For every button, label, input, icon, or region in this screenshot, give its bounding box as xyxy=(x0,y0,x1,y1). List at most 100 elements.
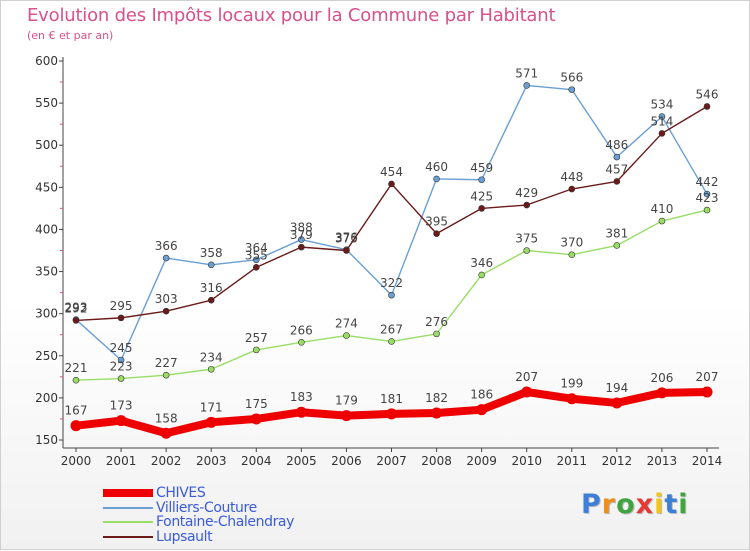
y-tick-label: 300 xyxy=(35,307,58,321)
data-label: 267 xyxy=(380,322,403,336)
data-label: 227 xyxy=(155,356,178,370)
data-point xyxy=(658,130,666,137)
data-point xyxy=(478,205,485,212)
data-point xyxy=(433,175,440,183)
x-tick-label: 2005 xyxy=(286,454,317,468)
data-point xyxy=(250,413,262,425)
data-point xyxy=(252,264,260,271)
data-point xyxy=(207,261,215,269)
data-point xyxy=(72,317,80,324)
x-tick-label: 2002 xyxy=(151,454,182,468)
x-tick-label: 2009 xyxy=(466,454,497,468)
data-label: 182 xyxy=(425,391,448,405)
data-label: 223 xyxy=(110,360,133,374)
data-label: 266 xyxy=(290,323,313,337)
logo-letter: r xyxy=(601,489,617,520)
data-label: 375 xyxy=(335,232,358,246)
data-label: 423 xyxy=(696,191,719,205)
x-tick-label: 2011 xyxy=(557,454,588,468)
x-tick-label: 2007 xyxy=(376,454,407,468)
data-point xyxy=(162,371,170,379)
data-label: 274 xyxy=(335,317,358,331)
x-tick-label: 2013 xyxy=(647,454,678,468)
legend-label: CHIVES xyxy=(156,485,206,502)
y-tick-label: 500 xyxy=(35,138,58,152)
x-tick-label: 2010 xyxy=(511,454,542,468)
y-tick-label: 550 xyxy=(35,96,58,110)
data-label: 381 xyxy=(605,226,628,240)
data-label: 292 xyxy=(65,301,88,315)
data-label: 303 xyxy=(155,292,178,306)
data-point xyxy=(252,256,260,264)
data-label: 322 xyxy=(380,276,403,290)
logo-letter: x xyxy=(635,489,655,520)
data-label: 388 xyxy=(290,221,313,235)
logo-letter: P xyxy=(581,489,602,520)
data-label: 173 xyxy=(110,399,133,413)
data-label: 546 xyxy=(696,87,719,101)
data-point xyxy=(162,307,170,315)
data-label: 167 xyxy=(65,404,88,418)
data-label: 245 xyxy=(110,341,133,355)
data-label: 207 xyxy=(515,370,538,384)
legend-swatch xyxy=(103,521,153,524)
data-label: 448 xyxy=(560,170,583,184)
legend-swatch xyxy=(103,506,153,509)
data-point xyxy=(568,185,576,193)
x-tick-label: 2000 xyxy=(61,454,92,468)
data-point xyxy=(388,338,395,345)
legend-item: Villiers-Couture xyxy=(103,501,294,516)
data-point xyxy=(703,103,711,110)
data-label: 425 xyxy=(470,189,493,203)
data-label: 429 xyxy=(515,186,538,200)
data-label: 179 xyxy=(335,394,358,408)
x-tick-label: 2001 xyxy=(106,454,137,468)
data-label: 221 xyxy=(65,361,88,375)
data-point xyxy=(523,82,531,89)
data-point xyxy=(117,356,125,364)
data-point xyxy=(298,243,305,251)
data-label: 276 xyxy=(425,315,448,329)
data-point xyxy=(343,247,350,254)
proxiti-logo: Proxiti xyxy=(581,489,689,520)
data-point xyxy=(388,180,395,188)
data-label: 346 xyxy=(470,256,493,270)
data-point xyxy=(115,415,127,427)
data-label: 234 xyxy=(200,350,223,364)
data-point xyxy=(207,365,215,373)
data-label: 366 xyxy=(155,239,178,253)
data-point xyxy=(298,339,305,346)
data-label: 457 xyxy=(605,162,628,176)
legend-swatch xyxy=(103,489,153,498)
legend-swatch xyxy=(103,535,153,538)
logo-letter: t xyxy=(664,489,679,520)
data-label: 175 xyxy=(245,397,268,411)
data-label: 460 xyxy=(425,160,448,174)
legend-label: Villiers-Couture xyxy=(156,499,257,516)
data-label: 171 xyxy=(200,400,223,414)
legend-label: Lupsault xyxy=(156,528,213,545)
chart-subtitle: (en € et par an) xyxy=(27,29,114,42)
data-point xyxy=(568,251,576,259)
data-label: 295 xyxy=(110,299,133,313)
y-tick-label: 350 xyxy=(35,265,58,279)
data-label: 571 xyxy=(515,66,538,80)
data-point xyxy=(658,113,666,120)
data-label: 257 xyxy=(245,331,268,345)
data-point xyxy=(613,242,621,249)
data-point xyxy=(611,397,623,409)
data-label: 316 xyxy=(200,281,223,295)
data-point xyxy=(70,420,82,432)
data-point xyxy=(386,408,397,420)
data-point xyxy=(295,406,307,418)
data-label: 181 xyxy=(380,392,403,406)
data-label: 395 xyxy=(425,215,448,229)
data-label: 355 xyxy=(245,248,268,262)
x-tick-label: 2008 xyxy=(421,454,452,468)
x-tick-label: 2003 xyxy=(196,454,227,468)
x-tick-label: 2006 xyxy=(331,454,362,468)
data-label: 293 xyxy=(65,301,88,315)
data-point xyxy=(72,376,80,384)
data-point xyxy=(476,404,488,416)
